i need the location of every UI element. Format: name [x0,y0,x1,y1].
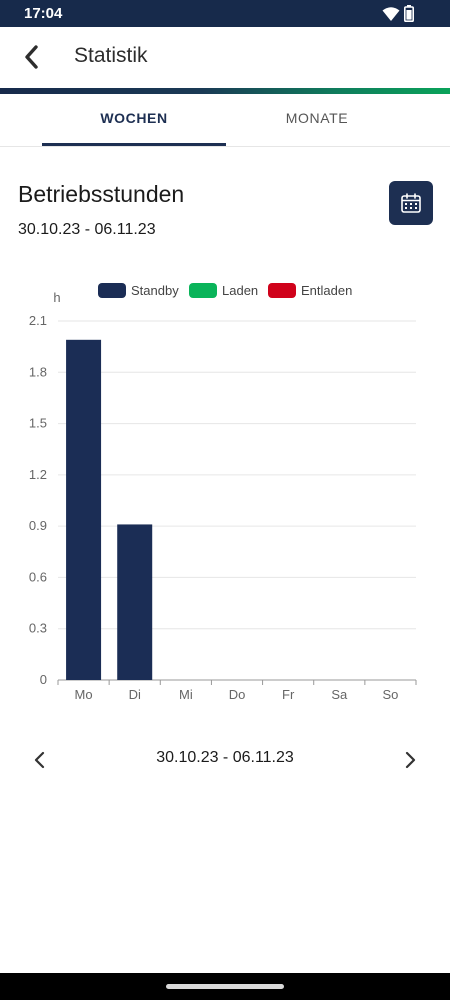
back-arrow-icon [25,45,38,69]
tab-weeks[interactable]: WOCHEN [100,110,168,126]
chevron-left-icon [34,751,45,769]
pager-date-range: 30.10.23 - 06.11.23 [156,749,294,766]
status-time: 17:04 [24,5,63,22]
y-tick-label: 0.9 [29,518,47,533]
x-tick-label: Di [129,687,141,702]
legend-swatch-laden [189,283,217,298]
x-tick-label: So [382,687,398,702]
previous-week-button[interactable] [28,748,52,772]
y-tick-label: 1.5 [29,416,47,431]
x-tick-label: Fr [282,687,295,702]
date-pager: 30.10.23 - 06.11.23 [0,740,450,780]
tab-months[interactable]: MONATE [285,110,349,126]
legend-label-standby: Standby [131,283,179,298]
section-date-range: 30.10.23 - 06.11.23 [18,221,156,238]
tab-bar: WOCHEN MONATE [0,94,450,147]
y-tick-label: 0 [40,672,47,687]
section-title: Betriebsstunden [18,181,185,207]
y-axis-label: h [53,290,60,305]
legend-swatch-entladen [268,283,296,298]
y-tick-label: 1.2 [29,467,47,482]
calendar-button[interactable] [389,181,433,225]
y-tick-label: 2.1 [29,313,47,328]
bar-chart: 0 0.3 0.6 0.9 1.2 1.5 1.8 2.1 h Mo Di Mi Do Fr Sa So Sta… [29,283,417,702]
x-tick-label: Sa [331,687,348,702]
page-title: Statistik [74,44,148,67]
legend-label-entladen: Entladen [301,283,352,298]
calendar-icon [401,193,421,213]
x-tick-label: Mi [179,687,193,702]
legend-label-laden: Laden [222,283,258,298]
bar-standby [117,524,153,680]
status-icons [382,5,422,23]
legend-swatch-standby [98,283,126,298]
y-tick-label: 1.8 [29,364,47,379]
battery-icon [404,5,414,22]
operating-hours-chart: 0 0.3 0.6 0.9 1.2 1.5 1.8 2.1 h Mo Di Mi Do Fr Sa So Sta… [0,270,450,720]
back-button[interactable] [16,39,50,75]
status-bar: 17:04 [0,0,450,27]
accent-bar [0,88,450,94]
y-tick-label: 0.6 [29,569,47,584]
app-bar: Statistik [0,27,450,89]
x-tick-label: Do [229,687,246,702]
tab-indicator [42,143,226,146]
chevron-right-icon [405,751,416,769]
wifi-icon [382,7,400,21]
bar-standby [66,339,102,680]
x-tick-label: Mo [75,687,93,702]
y-tick-label: 0.3 [29,621,47,636]
next-week-button[interactable] [398,748,422,772]
system-navigation-bar [0,973,450,1000]
home-gesture-handle[interactable] [166,984,284,989]
